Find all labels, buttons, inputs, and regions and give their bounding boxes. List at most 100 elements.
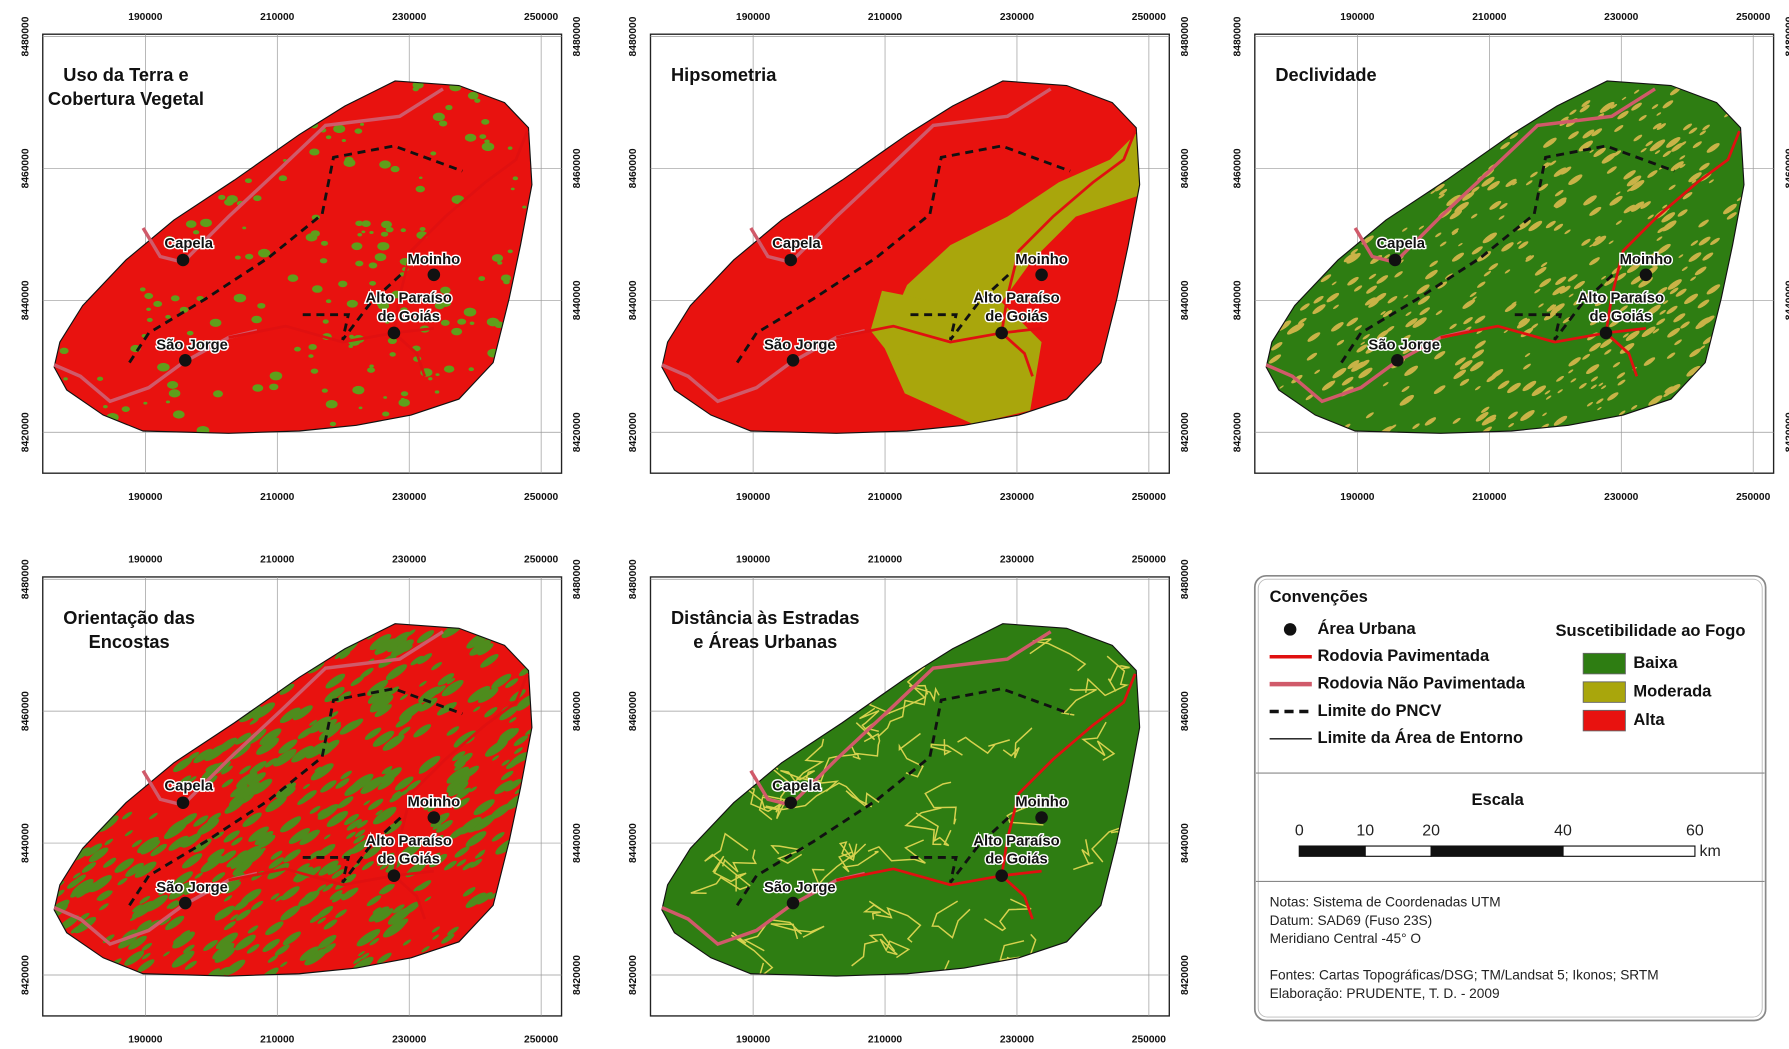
town-label: Alto Paraíso <box>973 291 1059 307</box>
x-tick-label: 190000 <box>736 492 771 503</box>
y-tick-label: 8440000 <box>1232 280 1243 320</box>
texture-patch <box>210 319 222 327</box>
texture-patch <box>435 390 440 393</box>
texture-patch <box>312 285 323 293</box>
texture-patch <box>511 188 515 191</box>
texture-patch <box>468 92 479 100</box>
urban-area <box>177 796 190 809</box>
texture-patch <box>359 406 363 409</box>
x-tick-label: 190000 <box>1340 492 1375 503</box>
texture-patch <box>165 315 171 319</box>
symbol-urban <box>1284 623 1297 636</box>
texture-patch <box>321 241 328 246</box>
texture-patch <box>379 160 391 168</box>
panel-title: Orientação das <box>63 607 195 628</box>
convention-label: Rodovia Pavimentada <box>1318 646 1490 665</box>
urban-area <box>428 811 441 824</box>
scale-tick-label: 20 <box>1422 822 1440 839</box>
urban-area <box>1391 354 1404 367</box>
texture-patch <box>451 328 462 336</box>
x-tick-label: 250000 <box>524 12 559 23</box>
texture-patch <box>367 367 375 372</box>
x-tick-label: 230000 <box>1000 492 1035 503</box>
texture-patch <box>481 119 489 125</box>
y-tick-label: 8440000 <box>572 823 583 863</box>
texture-patch <box>200 219 212 227</box>
x-tick-label: 210000 <box>868 555 903 566</box>
texture-patch <box>416 186 425 193</box>
urban-area <box>1035 811 1048 824</box>
town-label: Capela <box>164 236 213 252</box>
town-label: Moinho <box>408 795 461 811</box>
x-tick-label: 210000 <box>260 12 295 23</box>
urban-area <box>995 869 1008 882</box>
texture-patch <box>253 195 261 201</box>
texture-patch <box>382 412 389 417</box>
town-label: Alto Paraíso <box>973 833 1059 849</box>
urban-area <box>388 327 401 340</box>
map-panel: 1900001900002100002100002300002300002500… <box>20 12 583 503</box>
texture-patch <box>186 220 197 228</box>
scale-segment <box>1431 846 1563 856</box>
y-tick-label: 8420000 <box>628 955 639 995</box>
x-tick-label: 190000 <box>736 555 771 566</box>
town-label: São Jorge <box>156 880 228 896</box>
texture-patch <box>294 347 301 352</box>
y-tick-label: 8460000 <box>20 148 31 188</box>
town-label: Capela <box>164 779 213 795</box>
texture-patch <box>140 287 146 291</box>
texture-patch <box>508 249 513 253</box>
texture-patch <box>173 410 185 418</box>
urban-area <box>787 354 800 367</box>
scale-segment <box>1563 846 1695 856</box>
texture-patch <box>322 388 328 392</box>
y-tick-label: 8460000 <box>20 691 31 731</box>
texture-patch <box>479 134 486 139</box>
texture-patch <box>457 319 466 325</box>
texture-patch <box>187 331 194 336</box>
texture-patch <box>522 206 526 209</box>
x-tick-label: 190000 <box>128 492 163 503</box>
texture-patch <box>369 231 373 234</box>
town-label: São Jorge <box>764 337 836 353</box>
texture-patch <box>330 422 336 426</box>
texture-patch <box>355 261 363 267</box>
texture-patch <box>360 123 364 126</box>
source-line: Elaboração: PRUDENTE, T. D. - 2009 <box>1270 986 1500 1001</box>
class-swatch <box>1583 682 1625 703</box>
texture-patch <box>478 276 485 281</box>
y-tick-label: 8420000 <box>1180 412 1191 452</box>
texture-patch <box>354 388 364 395</box>
town-label: de Goiás <box>377 309 440 325</box>
y-tick-label: 8480000 <box>572 16 583 56</box>
urban-area <box>784 254 797 267</box>
texture-patch <box>349 335 354 339</box>
texture-patch <box>309 148 319 155</box>
urban-area <box>784 796 797 809</box>
texture-patch <box>323 319 329 323</box>
class-swatch <box>1583 710 1625 731</box>
y-tick-label: 8480000 <box>628 559 639 599</box>
x-tick-label: 210000 <box>260 555 295 566</box>
panel-title: e Áreas Urbanas <box>693 631 837 652</box>
texture-patch <box>308 354 313 358</box>
y-tick-label: 8480000 <box>20 16 31 56</box>
texture-patch <box>377 242 389 250</box>
x-tick-label: 230000 <box>392 492 427 503</box>
class-label: Moderada <box>1633 681 1712 700</box>
legend: ConvençõesÁrea UrbanaRodovia Pavimentada… <box>1255 576 1766 1021</box>
texture-patch <box>342 139 346 142</box>
texture-patch <box>146 308 151 311</box>
town-label: São Jorge <box>1368 337 1440 353</box>
map-panel: 1900001900002100002100002300002300002500… <box>628 555 1191 1046</box>
urban-area <box>1640 269 1653 282</box>
town-label: Moinho <box>1015 795 1068 811</box>
texture-patch <box>97 377 103 381</box>
y-tick-label: 8460000 <box>628 691 639 731</box>
x-tick-label: 250000 <box>1132 1035 1167 1046</box>
texture-patch <box>338 281 347 288</box>
town-label: de Goiás <box>985 309 1048 325</box>
y-tick-label: 8420000 <box>1180 955 1191 995</box>
class-label: Alta <box>1633 710 1665 729</box>
scale-unit: km <box>1699 843 1720 860</box>
